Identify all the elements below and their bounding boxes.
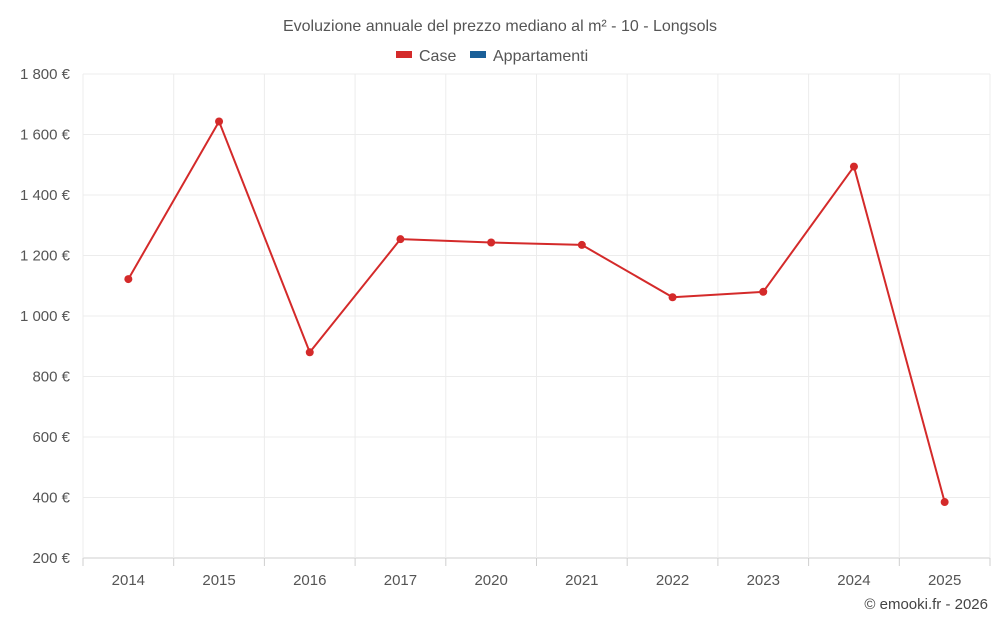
legend: Case Appartamenti bbox=[396, 48, 588, 65]
y-tick-label: 600 € bbox=[32, 429, 70, 446]
data-point-case-2021[interactable] bbox=[577, 240, 586, 249]
credit-text: © emooki.fr - 2026 bbox=[864, 596, 988, 613]
y-axis-ticks: 200 € 400 € 600 € 800 € 1 000 € 1 200 € 1 400 … bbox=[20, 66, 71, 567]
x-tick-label: 2022 bbox=[656, 572, 689, 589]
y-tick-label: 800 € bbox=[32, 369, 70, 386]
data-point-case-2025[interactable] bbox=[940, 498, 949, 507]
y-tick-label: 1 400 € bbox=[20, 187, 71, 204]
chart-title: Evoluzione annuale del prezzo mediano al… bbox=[283, 18, 717, 35]
legend-swatch-appartamenti bbox=[470, 51, 486, 58]
x-tick-label: 2017 bbox=[384, 572, 417, 589]
legend-label-appartamenti: Appartamenti bbox=[493, 48, 588, 65]
grid bbox=[82, 73, 991, 566]
x-tick-label: 2014 bbox=[112, 572, 145, 589]
y-tick-label: 1 800 € bbox=[20, 66, 71, 83]
x-axis-ticks: 2014 2015 2016 2017 2020 2021 2022 2023 2024 2025 bbox=[112, 572, 962, 589]
x-tick-label: 2021 bbox=[565, 572, 598, 589]
x-tick-label: 2015 bbox=[202, 572, 235, 589]
y-tick-label: 200 € bbox=[32, 550, 70, 567]
x-tick-label: 2025 bbox=[928, 572, 961, 589]
legend-swatch-case bbox=[396, 51, 412, 58]
y-tick-label: 1 000 € bbox=[20, 308, 71, 325]
data-point-case-2015[interactable] bbox=[215, 117, 224, 126]
data-point-case-2016[interactable] bbox=[305, 348, 314, 357]
legend-label-case: Case bbox=[419, 48, 456, 65]
series-case bbox=[124, 117, 949, 507]
data-point-case-2024[interactable] bbox=[849, 162, 858, 171]
data-point-case-2023[interactable] bbox=[759, 287, 768, 296]
x-tick-label: 2016 bbox=[293, 572, 326, 589]
series-line-case bbox=[127, 120, 946, 503]
data-point-case-2014[interactable] bbox=[124, 275, 133, 284]
y-tick-label: 1 200 € bbox=[20, 248, 71, 265]
data-point-case-2022[interactable] bbox=[668, 293, 677, 302]
y-tick-label: 1 600 € bbox=[20, 127, 71, 144]
data-point-case-2020[interactable] bbox=[487, 238, 496, 247]
x-tick-label: 2024 bbox=[837, 572, 870, 589]
legend-item-case[interactable]: Case bbox=[396, 48, 456, 65]
y-tick-label: 400 € bbox=[32, 490, 70, 507]
x-tick-label: 2020 bbox=[474, 572, 507, 589]
data-point-case-2017[interactable] bbox=[396, 235, 405, 244]
legend-item-appartamenti[interactable]: Appartamenti bbox=[470, 48, 588, 65]
x-tick-label: 2023 bbox=[747, 572, 780, 589]
